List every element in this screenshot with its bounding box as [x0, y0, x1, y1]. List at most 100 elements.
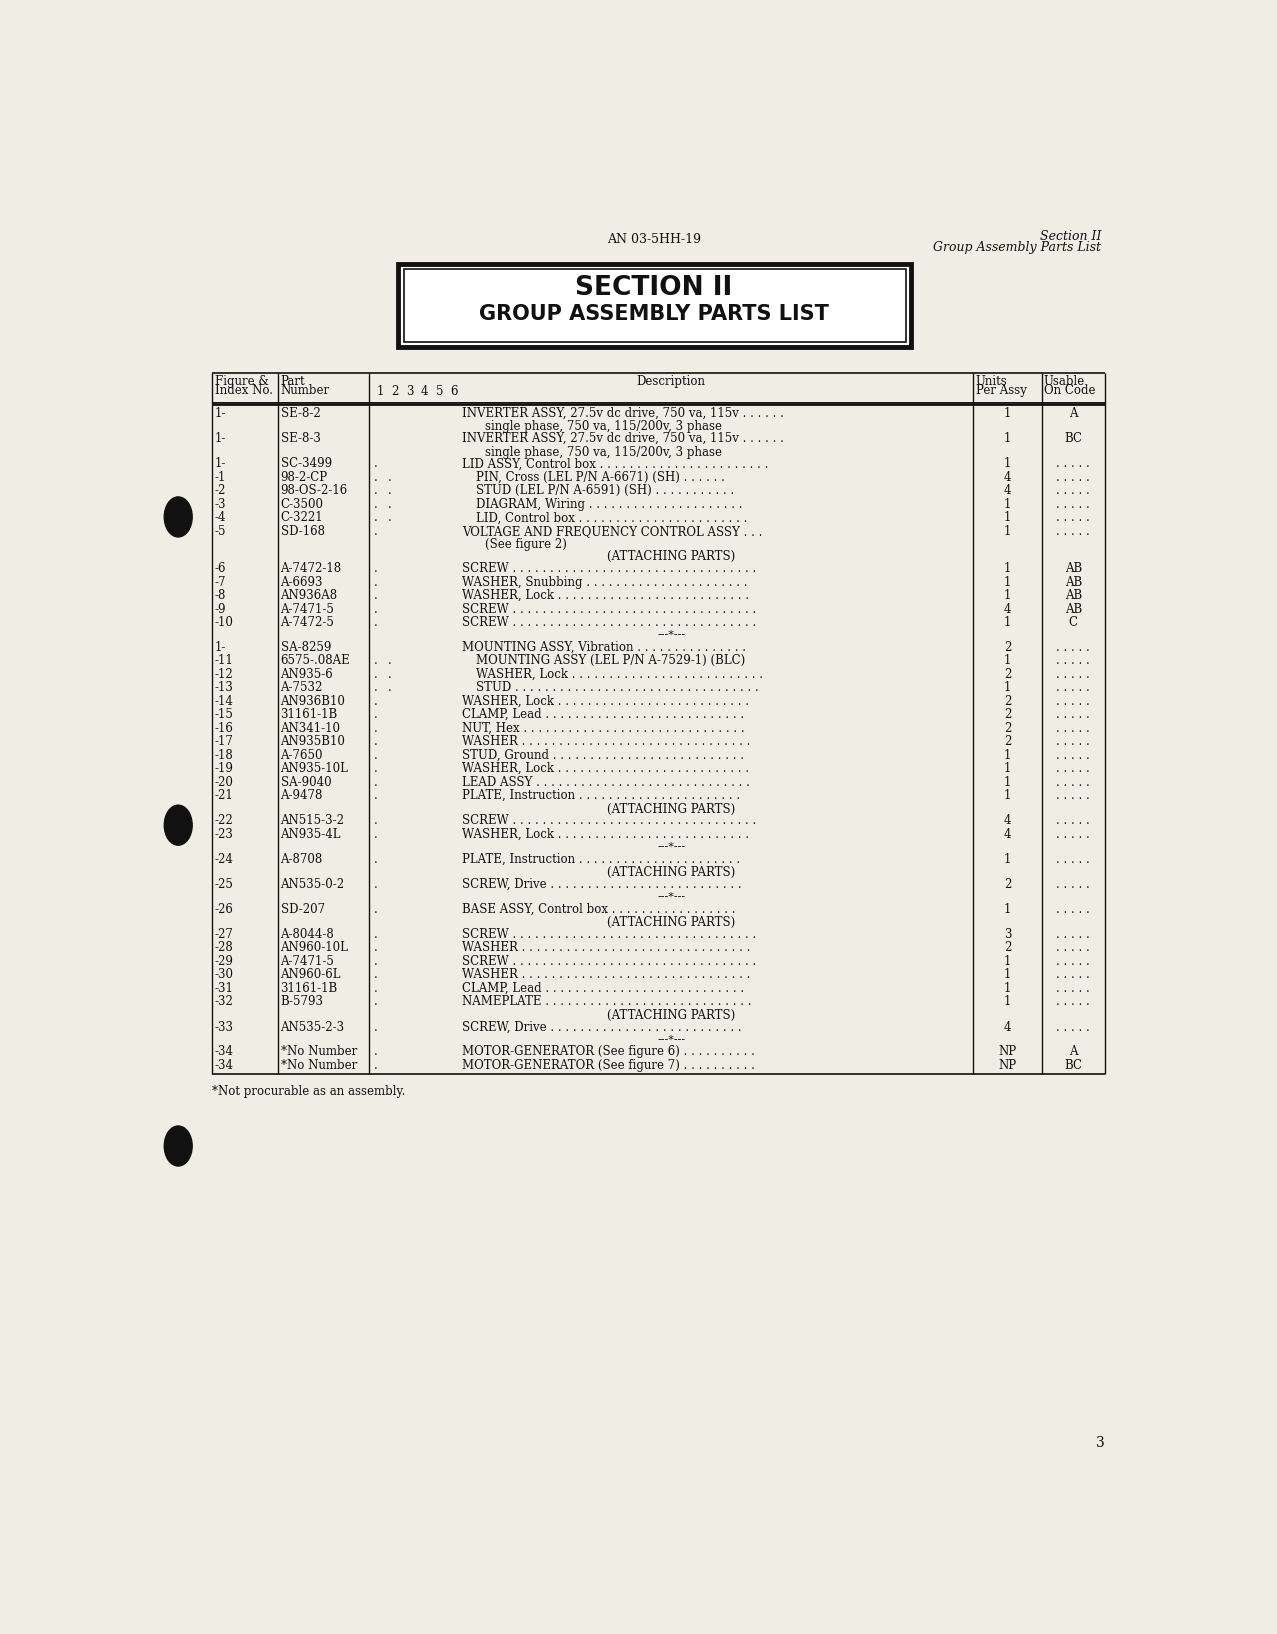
Text: STUD . . . . . . . . . . . . . . . . . . . . . . . . . . . . . . . . .: STUD . . . . . . . . . . . . . . . . . .… — [476, 681, 759, 694]
Text: PLATE, Instruction . . . . . . . . . . . . . . . . . . . . . .: PLATE, Instruction . . . . . . . . . . .… — [462, 789, 739, 802]
Text: .: . — [374, 789, 377, 802]
Text: 4: 4 — [1004, 828, 1011, 842]
Text: SCREW . . . . . . . . . . . . . . . . . . . . . . . . . . . . . . . . .: SCREW . . . . . . . . . . . . . . . . . … — [462, 616, 756, 629]
Text: 5: 5 — [435, 384, 443, 397]
Text: AN935-4L: AN935-4L — [281, 828, 341, 842]
Text: WASHER, Lock . . . . . . . . . . . . . . . . . . . . . . . . . .: WASHER, Lock . . . . . . . . . . . . . .… — [476, 668, 762, 681]
Text: -34: -34 — [215, 1046, 234, 1059]
Text: 1: 1 — [1004, 431, 1011, 444]
Text: AB: AB — [1065, 590, 1082, 603]
Text: A-7471-5: A-7471-5 — [281, 603, 335, 616]
Text: . . . . .: . . . . . — [1056, 828, 1091, 842]
Text: Part: Part — [281, 376, 305, 389]
Text: 2: 2 — [1004, 694, 1011, 708]
Text: -14: -14 — [215, 694, 234, 708]
Text: . . . . .: . . . . . — [1056, 735, 1091, 748]
Text: 1: 1 — [1004, 654, 1011, 667]
Text: Figure &: Figure & — [215, 376, 268, 389]
Text: .: . — [374, 941, 377, 954]
Text: 6575-.08AE: 6575-.08AE — [281, 654, 350, 667]
Text: A-7532: A-7532 — [281, 681, 323, 694]
Text: . . . . .: . . . . . — [1056, 1021, 1091, 1034]
Text: -3: -3 — [215, 498, 226, 511]
Text: .: . — [374, 590, 377, 603]
Text: -6: -6 — [215, 562, 226, 575]
Text: AN535-0-2: AN535-0-2 — [281, 877, 345, 891]
Text: . . . . .: . . . . . — [1056, 877, 1091, 891]
Text: .: . — [374, 525, 377, 538]
Text: ---*---: ---*--- — [658, 892, 686, 902]
Text: . . . . .: . . . . . — [1056, 694, 1091, 708]
Text: -26: -26 — [215, 902, 234, 915]
Text: 1: 1 — [1004, 575, 1011, 588]
Text: 1: 1 — [1004, 498, 1011, 511]
Text: 6: 6 — [451, 384, 457, 397]
Text: AN936B10: AN936B10 — [281, 694, 345, 708]
Text: A-6693: A-6693 — [281, 575, 323, 588]
Text: -4: -4 — [215, 511, 226, 525]
Text: 2: 2 — [391, 384, 398, 397]
Text: -5: -5 — [215, 525, 226, 538]
Text: GROUP ASSEMBLY PARTS LIST: GROUP ASSEMBLY PARTS LIST — [479, 304, 829, 324]
Text: Units: Units — [976, 376, 1008, 389]
Text: -8: -8 — [215, 590, 226, 603]
Ellipse shape — [165, 1126, 192, 1167]
Ellipse shape — [165, 806, 192, 845]
Bar — [404, 270, 905, 342]
Text: -32: -32 — [215, 995, 234, 1008]
Text: 2: 2 — [1004, 641, 1011, 654]
Text: 1: 1 — [1004, 954, 1011, 967]
Text: .: . — [374, 969, 377, 982]
Text: 98-2-CP: 98-2-CP — [281, 471, 328, 484]
Text: . . . . .: . . . . . — [1056, 525, 1091, 538]
Text: . . . . .: . . . . . — [1056, 748, 1091, 761]
Text: 1: 1 — [1004, 562, 1011, 575]
Text: .: . — [388, 654, 392, 667]
Text: . . . . .: . . . . . — [1056, 511, 1091, 525]
Text: .: . — [388, 681, 392, 694]
Text: A-9478: A-9478 — [281, 789, 323, 802]
Text: 1: 1 — [1004, 748, 1011, 761]
Text: (ATTACHING PARTS): (ATTACHING PARTS) — [607, 1008, 736, 1021]
Text: ---*---: ---*--- — [658, 842, 686, 851]
Text: AB: AB — [1065, 603, 1082, 616]
Text: 2: 2 — [1004, 735, 1011, 748]
Text: single phase, 750 va, 115/200v, 3 phase: single phase, 750 va, 115/200v, 3 phase — [485, 446, 722, 459]
Text: WASHER, Lock . . . . . . . . . . . . . . . . . . . . . . . . . .: WASHER, Lock . . . . . . . . . . . . . .… — [462, 694, 748, 708]
Text: SECTION II: SECTION II — [576, 276, 733, 301]
Text: Index No.: Index No. — [215, 384, 273, 397]
Text: A: A — [1069, 1046, 1078, 1059]
Text: WASHER . . . . . . . . . . . . . . . . . . . . . . . . . . . . . . .: WASHER . . . . . . . . . . . . . . . . .… — [462, 969, 751, 982]
Text: SCREW, Drive . . . . . . . . . . . . . . . . . . . . . . . . . .: SCREW, Drive . . . . . . . . . . . . . .… — [462, 877, 742, 891]
Text: .: . — [374, 776, 377, 789]
Text: AN 03-5HH-19: AN 03-5HH-19 — [607, 234, 701, 247]
Text: -1: -1 — [215, 471, 226, 484]
Text: AN936A8: AN936A8 — [281, 590, 337, 603]
Text: BASE ASSY, Control box . . . . . . . . . . . . . . . . .: BASE ASSY, Control box . . . . . . . . .… — [462, 902, 736, 915]
Bar — [398, 263, 912, 346]
Text: .: . — [374, 902, 377, 915]
Text: WASHER . . . . . . . . . . . . . . . . . . . . . . . . . . . . . . .: WASHER . . . . . . . . . . . . . . . . .… — [462, 941, 751, 954]
Text: . . . . .: . . . . . — [1056, 789, 1091, 802]
Text: SCREW . . . . . . . . . . . . . . . . . . . . . . . . . . . . . . . . .: SCREW . . . . . . . . . . . . . . . . . … — [462, 954, 756, 967]
Text: BC: BC — [1064, 1059, 1083, 1072]
Text: 1: 1 — [1004, 681, 1011, 694]
Text: WASHER . . . . . . . . . . . . . . . . . . . . . . . . . . . . . . .: WASHER . . . . . . . . . . . . . . . . .… — [462, 735, 751, 748]
Text: 4: 4 — [1004, 814, 1011, 827]
Text: .: . — [374, 458, 377, 471]
Text: AN960-6L: AN960-6L — [281, 969, 341, 982]
Text: WASHER, Snubbing . . . . . . . . . . . . . . . . . . . . . .: WASHER, Snubbing . . . . . . . . . . . .… — [462, 575, 747, 588]
Text: PLATE, Instruction . . . . . . . . . . . . . . . . . . . . . .: PLATE, Instruction . . . . . . . . . . .… — [462, 853, 739, 866]
Text: AN935-10L: AN935-10L — [281, 761, 349, 775]
Text: . . . . .: . . . . . — [1056, 708, 1091, 721]
Text: . . . . .: . . . . . — [1056, 776, 1091, 789]
Text: SD-207: SD-207 — [281, 902, 324, 915]
Text: (ATTACHING PARTS): (ATTACHING PARTS) — [607, 551, 736, 564]
Text: 1: 1 — [1004, 995, 1011, 1008]
Text: 4: 4 — [1004, 1021, 1011, 1034]
Text: . . . . .: . . . . . — [1056, 902, 1091, 915]
Text: -29: -29 — [215, 954, 234, 967]
Text: . . . . .: . . . . . — [1056, 484, 1091, 497]
Text: AN935B10: AN935B10 — [281, 735, 345, 748]
Text: .: . — [374, 982, 377, 995]
